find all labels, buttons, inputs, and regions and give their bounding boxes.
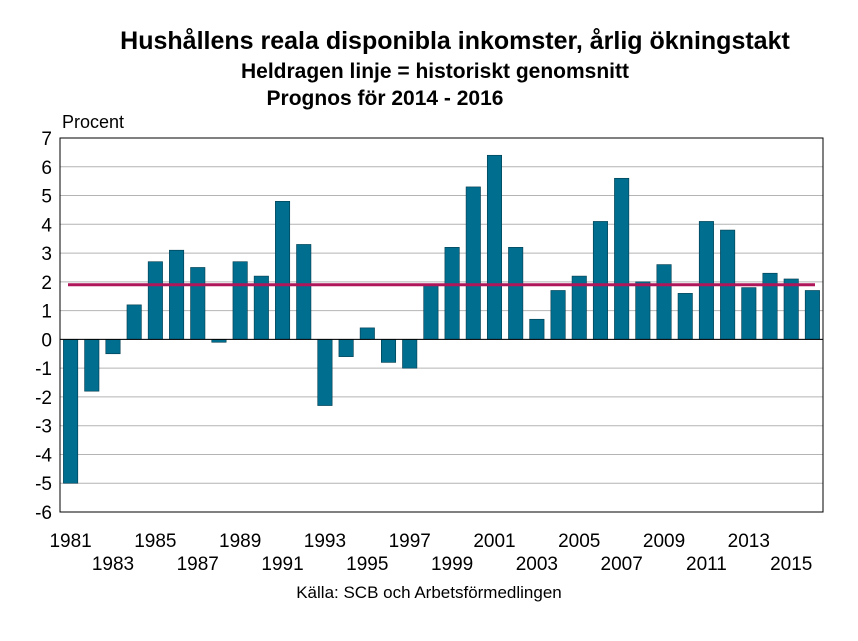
x-tick-label: 2013 [728, 531, 770, 552]
x-tick-label: 2009 [643, 531, 685, 552]
bar-2010 [677, 293, 693, 340]
bar-1994 [338, 339, 354, 357]
bar-1995 [359, 327, 375, 340]
x-tick-label: 2007 [601, 554, 643, 575]
chart-subtitle: Heldragen linje = historiskt genomsnitt [241, 60, 629, 83]
y-axis-label: Procent [62, 112, 125, 132]
bar-2001 [486, 154, 502, 340]
y-tick-label: -3 [35, 417, 52, 438]
bar-1991 [275, 200, 291, 340]
bar-2014 [762, 272, 778, 340]
x-tick-label: 1995 [346, 554, 388, 575]
x-tick-label: 1993 [304, 531, 346, 552]
bar-1982 [84, 339, 100, 392]
y-tick-label: -4 [35, 445, 52, 466]
bar-1987 [190, 267, 206, 340]
bar-2004 [550, 290, 566, 340]
bar-1985 [147, 261, 163, 340]
bar-2007 [614, 177, 630, 340]
x-tick-label: 2011 [686, 554, 727, 575]
x-tick-label: 1997 [389, 531, 431, 552]
x-tick-label: 1981 [49, 531, 91, 552]
y-tick-label: 3 [41, 244, 52, 265]
x-tick-label: 1991 [261, 554, 303, 575]
bar-2013 [741, 287, 757, 340]
bar-1992 [296, 244, 312, 340]
bar-2006 [592, 221, 608, 340]
y-tick-label: 4 [41, 215, 52, 236]
bar-1993 [317, 339, 333, 406]
x-tick-label: 1987 [177, 554, 219, 575]
bar-1999 [444, 247, 460, 340]
bar-2016 [804, 290, 820, 340]
plot-frame [59, 137, 824, 513]
y-tick-label: -5 [35, 474, 52, 495]
bar-2011 [698, 221, 714, 340]
y-tick-label: 2 [41, 273, 52, 294]
y-tick-label: 5 [41, 187, 52, 208]
bar-1984 [126, 304, 142, 340]
x-tick-label: 2001 [473, 531, 515, 552]
bar-2003 [529, 318, 545, 340]
bar-2009 [656, 264, 672, 340]
chart-subtitle-forecast: Prognos för 2014 - 2016 [266, 87, 504, 110]
y-tick-labels: 7 6 5 4 3 2 1 0 -1 -2 -3 -4 -5 -6 [35, 129, 52, 524]
x-tick-label: 1985 [134, 531, 176, 552]
y-tick-label: 0 [41, 330, 52, 351]
bar-2002 [508, 247, 524, 340]
bar-2015 [783, 278, 799, 340]
x-tick-labels: 1981 1985 1989 1993 1997 2001 2005 2009 2013 1983… [49, 531, 812, 575]
bar-1996 [381, 339, 397, 363]
source-note: Källa: SCB och Arbetsförmedlingen [296, 583, 562, 602]
y-tick-label: -6 [35, 503, 52, 524]
y-tick-label: 1 [41, 302, 52, 323]
bar-1989 [232, 261, 248, 340]
bar-2008 [635, 281, 651, 340]
x-tick-label: 2015 [770, 554, 812, 575]
x-tick-label: 1983 [92, 554, 134, 575]
bar-1986 [169, 249, 185, 340]
x-tick-label: 2003 [516, 554, 558, 575]
y-tick-label: 7 [41, 129, 52, 150]
x-tick-label: 1999 [431, 554, 473, 575]
bar-1997 [402, 339, 418, 369]
bars [63, 154, 820, 484]
bar-1998 [423, 284, 439, 340]
x-tick-label: 2005 [558, 531, 600, 552]
x-tick-label: 1989 [219, 531, 261, 552]
chart-title: Hushållens reala disponibla inkomster, å… [120, 27, 790, 55]
y-tick-label: -1 [35, 359, 52, 380]
axes [59, 137, 824, 513]
bar-2000 [465, 186, 481, 340]
y-tick-label: 6 [41, 158, 52, 179]
bar-1981 [63, 339, 79, 484]
bar-1983 [105, 339, 121, 355]
y-tick-label: -2 [35, 388, 52, 409]
